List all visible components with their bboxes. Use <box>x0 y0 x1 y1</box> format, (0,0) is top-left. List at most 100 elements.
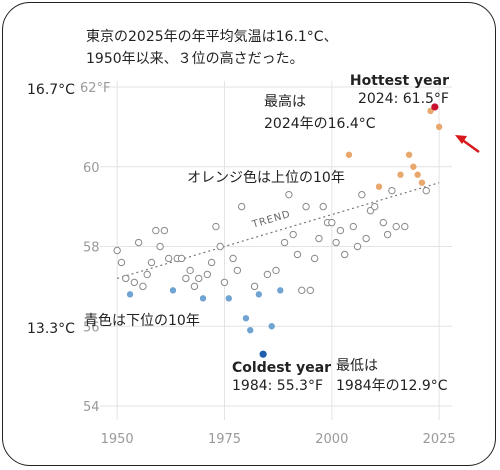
data-point-1988 <box>277 287 284 294</box>
data-point-2004 <box>345 151 353 158</box>
data-point-1965 <box>177 254 186 263</box>
data-point-2015 <box>392 222 400 231</box>
data-point-2005 <box>349 222 357 231</box>
data-point-2021 <box>418 179 426 186</box>
data-point-2014 <box>388 186 396 195</box>
data-point-1966 <box>182 274 190 283</box>
data-point-2010 <box>371 202 379 211</box>
hottest-arrow-icon <box>455 135 480 154</box>
data-point-1958 <box>147 258 156 267</box>
data-point-1955 <box>134 238 143 247</box>
data-point-1980 <box>242 315 250 322</box>
data-point-1978 <box>233 266 242 275</box>
trend-label: TREND <box>250 209 292 231</box>
data-point-1951 <box>117 258 126 267</box>
data-point-1998 <box>319 202 327 211</box>
data-point-2006 <box>353 242 362 251</box>
data-point-2022 <box>422 186 430 195</box>
data-point-2016 <box>397 171 404 178</box>
data-point-2001 <box>332 238 340 247</box>
data-point-1953 <box>126 291 134 298</box>
data-point-1992 <box>293 250 302 259</box>
data-point-1971 <box>203 270 212 279</box>
max-note-line-1: 最高は <box>264 93 306 110</box>
data-point-1973 <box>212 222 220 231</box>
data-point-1982 <box>250 282 259 291</box>
data-point-2017 <box>401 222 409 231</box>
data-point-1976 <box>225 295 232 302</box>
min-note-line-2: 1984年の12.9°C <box>336 378 448 394</box>
data-point-1987 <box>272 266 280 275</box>
data-point-2003 <box>340 250 349 259</box>
data-point-2013 <box>383 230 392 239</box>
data-point-1995 <box>306 286 315 295</box>
y-tick-label: 58 <box>83 241 100 256</box>
data-point-1994 <box>302 202 310 211</box>
data-point-1989 <box>280 238 289 247</box>
data-point-1956 <box>139 282 147 291</box>
data-point-1991 <box>289 230 297 239</box>
blue-legend-note: 青色は下位の10年 <box>84 312 200 329</box>
data-point-2000 <box>328 218 336 227</box>
data-point-1962 <box>164 254 173 263</box>
data-point-1983 <box>255 291 263 298</box>
data-point-1954 <box>130 278 139 287</box>
data-point-1981 <box>247 327 254 334</box>
hottest-year-value: 2024: 61.5°F <box>358 91 449 107</box>
data-point-1977 <box>229 254 237 263</box>
data-point-2011 <box>375 183 383 190</box>
data-point-2008 <box>362 234 370 243</box>
data-point-1959 <box>152 226 160 235</box>
x-tick-label: 2025 <box>423 432 456 447</box>
data-point-2018 <box>405 151 413 158</box>
x-tick-label: 1975 <box>208 432 241 447</box>
data-point-1970 <box>199 295 207 302</box>
data-point-1974 <box>216 242 224 251</box>
data-point-1961 <box>160 226 169 235</box>
data-point-1979 <box>237 202 246 211</box>
data-point-2024 <box>431 103 439 111</box>
trend-line <box>116 182 440 279</box>
orange-legend-note: オレンジ色は上位の10年 <box>187 169 345 186</box>
data-point-1986 <box>268 323 275 330</box>
data-point-2025 <box>435 123 443 131</box>
data-point-1963 <box>169 287 177 294</box>
min-note-line-1: 最低は <box>336 358 378 374</box>
data-point-1952 <box>122 274 130 283</box>
coldest-year-title: Coldest year <box>232 360 331 376</box>
y-tick-label: 56 <box>83 320 100 335</box>
celsius-label: 13.3°C <box>27 321 75 337</box>
data-point-1984 <box>259 350 267 358</box>
celsius-label: 16.7°C <box>27 82 75 98</box>
y-tick-label: 62°F <box>80 81 111 96</box>
data-point-1997 <box>315 234 323 243</box>
data-point-1957 <box>143 270 151 279</box>
data-point-1967 <box>186 266 194 275</box>
y-tick-label: 54 <box>83 400 100 415</box>
data-point-2019 <box>410 163 417 170</box>
x-tick-label: 2000 <box>315 432 348 447</box>
y-tick-label: 60 <box>83 161 100 176</box>
data-point-1985 <box>263 270 272 279</box>
chart-frame <box>2 2 496 466</box>
max-note-line-2: 2024年の16.4°C <box>264 116 376 132</box>
data-point-1972 <box>207 258 216 267</box>
data-point-2002 <box>336 226 345 235</box>
data-point-2020 <box>414 171 421 178</box>
chart-title-line-1: 東京の2025年の年平均気温は16.1°C、 <box>86 29 338 45</box>
data-point-2012 <box>379 218 388 227</box>
data-point-1990 <box>285 190 293 199</box>
chart-title-line-2: 1950年以来、３位の高さだった。 <box>86 50 304 67</box>
data-point-1960 <box>156 242 164 251</box>
data-point-1968 <box>190 282 199 291</box>
coldest-year-value: 1984: 55.3°F <box>232 378 323 394</box>
x-tick-label: 1950 <box>101 432 134 447</box>
hottest-year-title: Hottest year <box>350 73 449 89</box>
data-point-1993 <box>298 286 306 295</box>
data-point-1950 <box>113 246 121 255</box>
data-point-1969 <box>195 274 203 283</box>
data-point-1975 <box>220 278 229 287</box>
data-point-2007 <box>358 190 366 199</box>
data-point-1996 <box>310 254 319 263</box>
